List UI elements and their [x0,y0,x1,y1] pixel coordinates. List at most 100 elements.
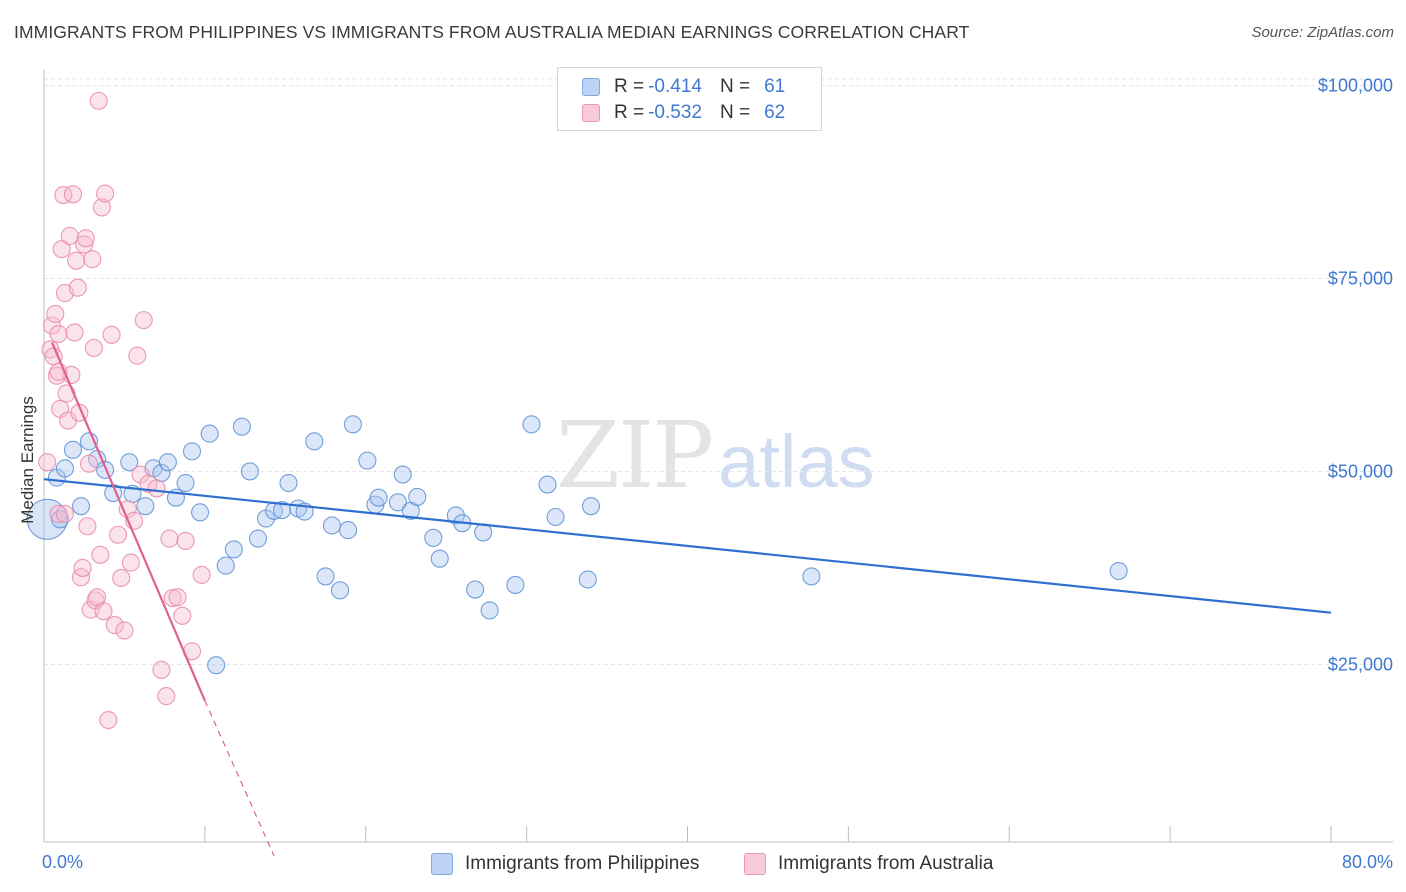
australia-point [89,91,108,110]
philippines-point [305,432,324,451]
legend-row-australia: R = -0.532 N = 62 [582,101,785,125]
philippines-point [63,440,83,459]
philippines-point [538,475,557,494]
philippines-point [480,601,499,620]
blue-swatch-icon [431,853,453,875]
australia-point [192,565,211,584]
philippines-point [200,424,219,443]
philippines-point [546,507,565,527]
philippines-point [71,497,91,516]
philippines-point [339,521,358,540]
australia-point [75,235,94,254]
philippines-point [358,451,377,470]
australia-point [128,346,147,365]
philippines-point [176,473,195,493]
source-credit: Source: ZipAtlas.com [1251,24,1394,41]
philippines-point [802,567,821,586]
philippines-point [96,460,115,479]
pink-swatch-icon [582,104,600,122]
legend-label: Immigrants from Australia [778,853,994,874]
australia-point [112,568,131,588]
australia-point [68,278,87,297]
australia-point [173,606,192,625]
legend-row-philippines: R = -0.414 N = 61 [582,75,785,99]
x-tick-label-max: 80.0% [1341,852,1393,872]
australia-point [55,504,74,523]
philippines-point [522,415,541,434]
philippines-point [506,575,525,594]
philippines-point [216,556,235,575]
australia-point [38,453,57,472]
australia-point [91,545,110,564]
philippines-point [393,465,412,484]
n-value: 61 [764,76,786,97]
philippines-point [248,529,268,548]
philippines-point [240,462,259,481]
y-tick-label: $100,000 [1317,75,1393,96]
legend-item-philippines[interactable]: Immigrants from Philippines [431,852,699,876]
australia-point [49,504,68,523]
philippines-point [578,570,597,589]
australia-point [67,251,86,270]
australia-point [52,240,71,259]
australia-point [108,525,128,544]
australia-point [57,384,76,403]
legend-item-australia[interactable]: Immigrants from Australia [744,852,993,876]
r-value: -0.532 [648,102,702,123]
r-label: R = [614,76,645,97]
y-tick-label: $25,000 [1327,654,1393,675]
australia-point [160,529,179,548]
philippines-point [424,528,443,547]
australia-point [71,568,91,587]
australia-point [79,454,99,473]
australia-point [54,186,73,205]
philippines-point [322,516,342,535]
australia-point [168,588,187,607]
australia-trend-line [51,342,206,702]
philippines-point [224,540,243,559]
philippines-point [474,523,493,542]
n-label: N = [719,102,751,123]
blue-swatch-icon [582,78,600,96]
philippines-point [182,442,202,461]
philippines-point [581,497,601,516]
philippines-point [466,580,485,599]
r-value: -0.414 [648,76,702,97]
philippines-point [330,581,350,600]
australia-trend-extension [204,700,275,857]
philippines-point [207,656,226,675]
r-label: R = [614,102,645,123]
australia-point [115,621,134,640]
philippines-point [343,415,362,434]
australia-point [60,226,79,246]
pink-swatch-icon [744,853,766,875]
australia-point [102,325,121,344]
philippines-point [158,453,177,472]
australia-point [92,198,111,217]
philippines-point [232,417,251,436]
australia-point [157,687,176,706]
australia-point [94,602,113,621]
n-value: 62 [764,102,786,123]
australia-point [96,184,115,203]
philippines-point [430,549,449,568]
philippines-point [408,487,427,506]
philippines-trend-line [43,478,1332,614]
n-label: N = [719,76,751,97]
x-tick-label-min: 0.0% [42,852,84,872]
australia-point [147,479,166,498]
philippines-point [369,488,388,507]
australia-point [83,250,102,269]
australia-point [46,304,65,324]
philippines-point [190,503,210,522]
philippines-point [1109,561,1128,581]
y-axis-label: Median Earnings [18,396,37,524]
australia-point [84,338,103,357]
philippines-point [316,567,335,586]
australia-point [163,588,182,608]
australia-point [134,311,153,330]
australia-point [63,185,83,204]
australia-point [176,531,195,550]
y-tick-label: $75,000 [1327,268,1393,289]
australia-point [152,660,171,679]
